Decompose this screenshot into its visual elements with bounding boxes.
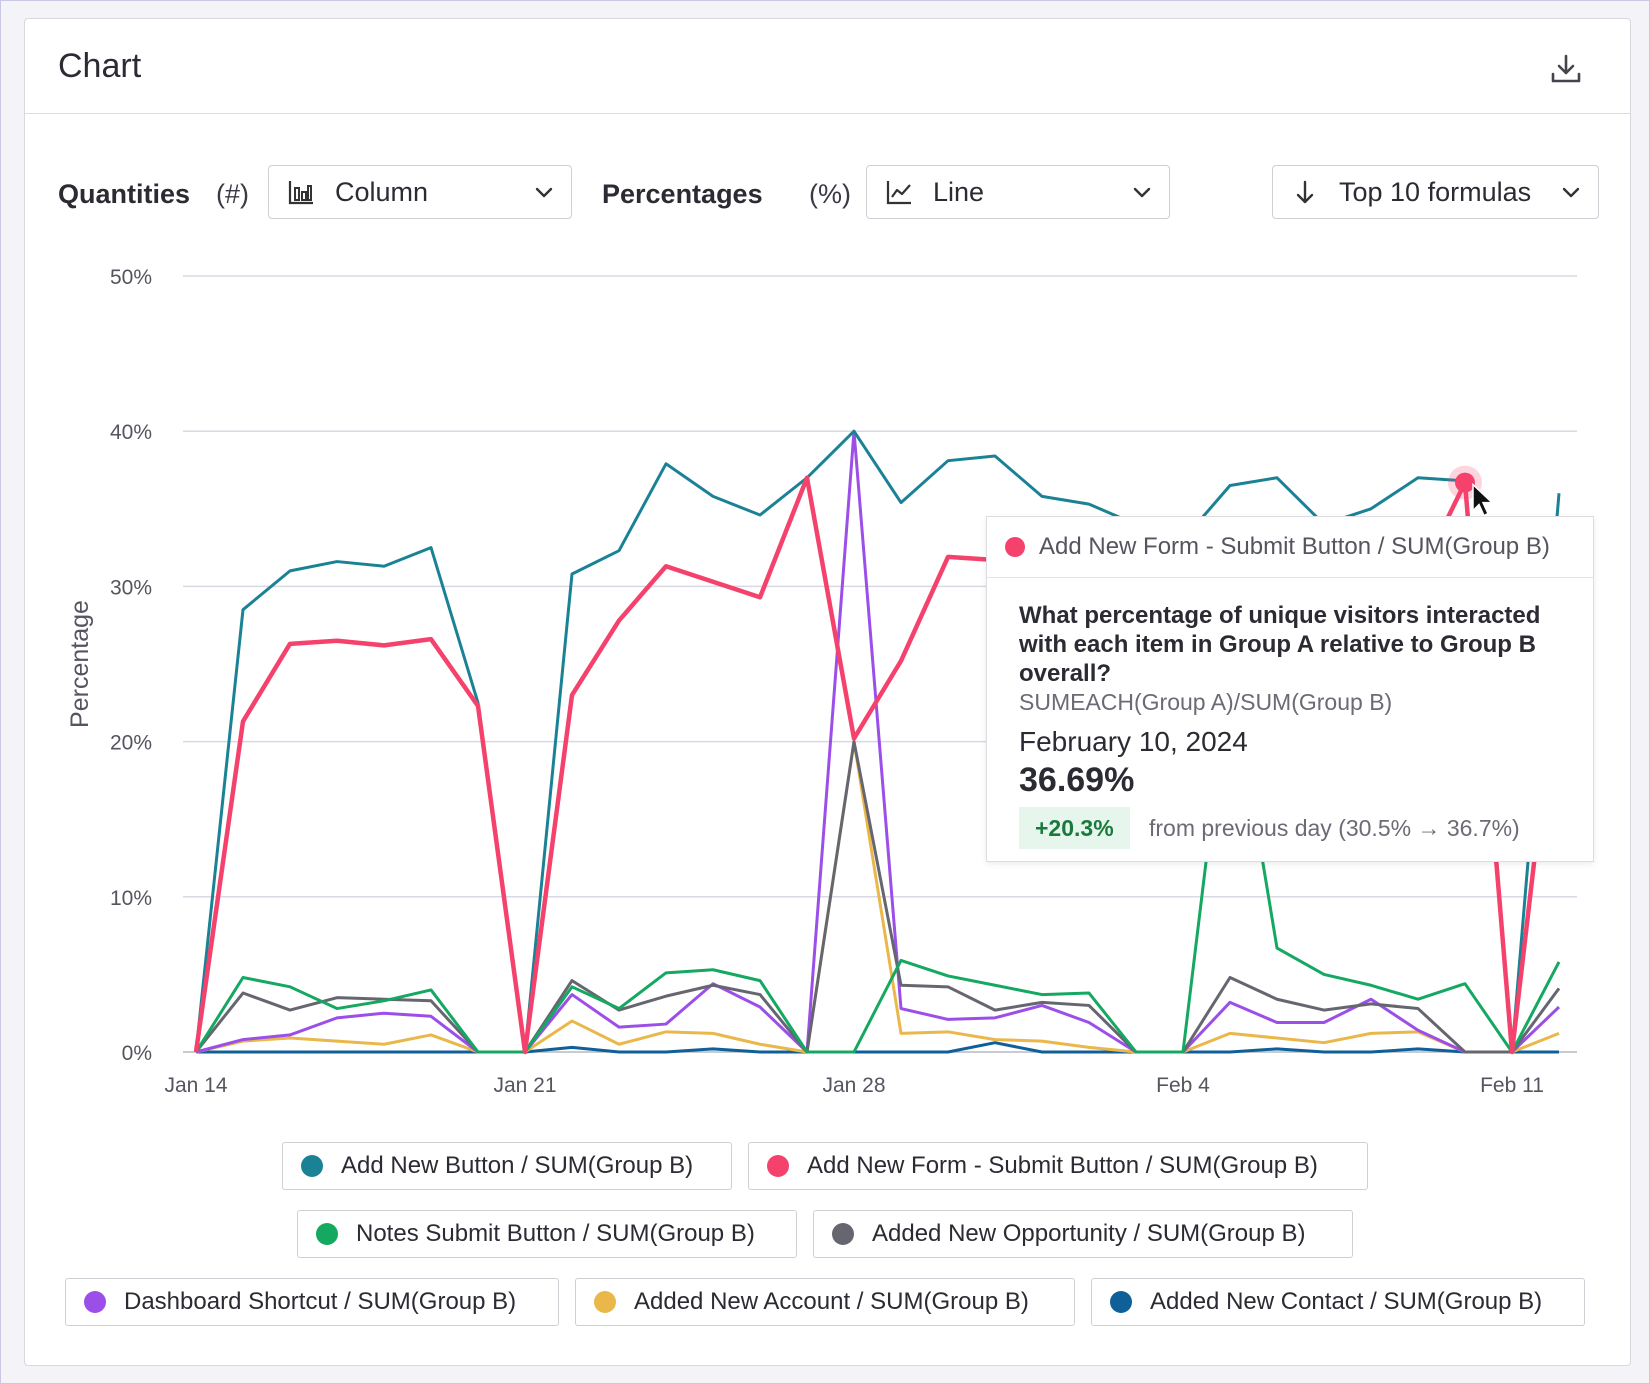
legend-label: Added New Account / SUM(Group B)	[634, 1288, 1029, 1315]
y-tick-label: 0%	[122, 1042, 152, 1065]
tooltip-formula: SUMEACH(Group A)/SUM(Group B)	[1019, 689, 1393, 715]
legend-color-dot	[1110, 1291, 1132, 1313]
legend-color-dot	[832, 1223, 854, 1245]
tooltip-change-detail: from previous day (30.5% → 36.7%)	[1149, 815, 1520, 841]
legend-label: Notes Submit Button / SUM(Group B)	[356, 1220, 755, 1247]
legend-item[interactable]: Dashboard Shortcut / SUM(Group B)	[65, 1278, 559, 1326]
legend-color-dot	[84, 1291, 106, 1313]
series-line-6	[195, 740, 1560, 1054]
legend-color-dot	[301, 1155, 323, 1177]
legend-item[interactable]: Notes Submit Button / SUM(Group B)	[297, 1210, 797, 1258]
y-tick-label: 10%	[110, 887, 152, 910]
arrow-down-icon	[1291, 177, 1321, 207]
legend-item[interactable]: Add New Button / SUM(Group B)	[282, 1142, 732, 1190]
download-button[interactable]	[1546, 49, 1586, 89]
legend-item[interactable]: Added New Opportunity / SUM(Group B)	[813, 1210, 1353, 1258]
card-title: Chart	[58, 47, 142, 85]
percentages-unit: (%)	[809, 179, 851, 209]
y-tick-label: 20%	[110, 732, 152, 755]
legend-label: Dashboard Shortcut / SUM(Group B)	[124, 1288, 517, 1315]
percentages-chart-type-select[interactable]: Line	[866, 165, 1170, 219]
legend-item[interactable]: Added New Account / SUM(Group B)	[575, 1278, 1075, 1326]
download-icon	[1551, 54, 1581, 83]
chevron-down-icon	[535, 187, 553, 198]
column-chart-icon	[287, 177, 317, 207]
chevron-down-icon	[1562, 187, 1580, 198]
tooltip-series-dot	[1005, 537, 1025, 557]
tooltip-date: February 10, 2024	[1019, 726, 1248, 757]
chevron-down-icon	[1133, 187, 1151, 198]
quantities-label: Quantities	[58, 179, 191, 209]
tooltip-series-name: Add New Form - Submit Button / SUM(Group…	[1039, 533, 1550, 560]
tooltip-value: 36.69%	[1019, 761, 1135, 799]
x-tick-label: Jan 28	[822, 1074, 885, 1097]
legend-label: Added New Contact / SUM(Group B)	[1150, 1288, 1543, 1315]
x-tick-label: Jan 14	[164, 1074, 227, 1097]
highlight-point	[1455, 472, 1475, 493]
series-line-5	[195, 429, 1561, 1054]
legend-label: Added New Opportunity / SUM(Group B)	[872, 1220, 1306, 1247]
quantities-select-value: Column	[335, 176, 429, 207]
legend-color-dot	[316, 1223, 338, 1245]
chart-tooltip: Add New Form - Submit Button / SUM(Group…	[986, 516, 1594, 862]
percentages-select-value: Line	[933, 176, 985, 207]
quantities-chart-type-select[interactable]: Column	[268, 165, 572, 219]
legend-color-dot	[594, 1291, 616, 1313]
y-tick-label: 50%	[110, 266, 152, 289]
legend-color-dot	[767, 1155, 789, 1177]
legend-label: Add New Button / SUM(Group B)	[341, 1152, 694, 1179]
legend-label: Add New Form - Submit Button / SUM(Group…	[807, 1152, 1318, 1179]
y-tick-label: 30%	[110, 576, 152, 599]
mouse-cursor-icon	[1472, 482, 1494, 517]
legend-item[interactable]: Added New Contact / SUM(Group B)	[1091, 1278, 1585, 1326]
tooltip-question: What percentage of unique visitors inter…	[1019, 602, 1541, 687]
line-chart-icon	[885, 177, 915, 207]
quantities-unit: (#)	[216, 179, 249, 209]
sort-select-value: Top 10 formulas	[1339, 176, 1532, 207]
legend-item[interactable]: Add New Form - Submit Button / SUM(Group…	[748, 1142, 1368, 1190]
tooltip-change-badge: +20.3%	[1019, 807, 1130, 849]
x-tick-label: Feb 11	[1480, 1074, 1544, 1097]
percentages-label: Percentages	[602, 179, 763, 209]
x-tick-label: Feb 4	[1156, 1074, 1210, 1097]
x-tick-label: Jan 21	[493, 1074, 556, 1097]
y-axis-label: Percentage	[66, 600, 94, 728]
sort-formulas-select[interactable]: Top 10 formulas	[1272, 165, 1599, 219]
y-tick-label: 40%	[110, 421, 152, 444]
series-line-7	[196, 1041, 1559, 1054]
series-line-3	[194, 662, 1561, 1054]
series-line-4	[194, 740, 1561, 1054]
card-header: Chart	[25, 19, 1630, 114]
tooltip-header: Add New Form - Submit Button / SUM(Group…	[987, 517, 1593, 578]
